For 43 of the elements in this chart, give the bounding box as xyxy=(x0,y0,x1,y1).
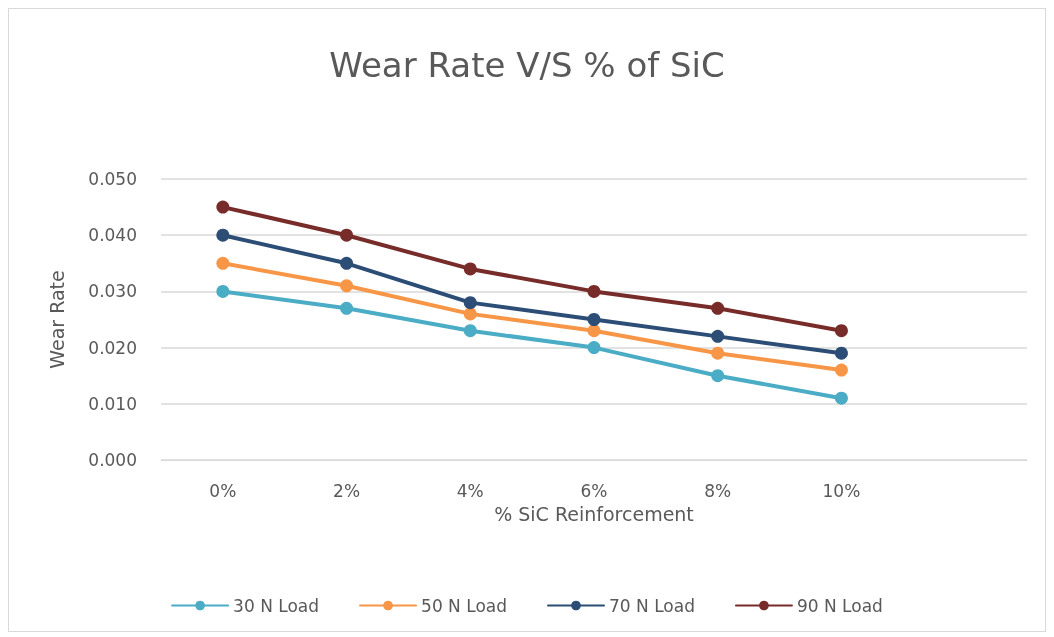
point xyxy=(216,228,230,242)
legend-label: 50 N Load xyxy=(421,595,508,616)
point xyxy=(340,228,354,242)
point xyxy=(463,324,477,338)
point xyxy=(587,341,601,355)
x-tick-label: 6% xyxy=(580,480,608,501)
point xyxy=(834,363,848,377)
point xyxy=(216,284,230,298)
x-axis-title: % SiC Reinforcement xyxy=(494,502,694,525)
point xyxy=(711,369,725,383)
point xyxy=(463,307,477,321)
point xyxy=(834,324,848,338)
point xyxy=(711,346,725,360)
point xyxy=(834,391,848,405)
y-tick-label: 0.020 xyxy=(88,337,137,358)
point xyxy=(587,313,601,326)
point xyxy=(834,346,848,360)
y-tick-label: 0.010 xyxy=(88,393,137,414)
chart-title: Wear Rate V/S % of SiC xyxy=(329,45,725,85)
point xyxy=(711,329,725,343)
y-tick-label: 0.050 xyxy=(88,169,137,189)
point xyxy=(463,296,477,310)
point xyxy=(340,279,354,293)
point xyxy=(340,301,354,315)
x-tick-label: 8% xyxy=(704,480,732,501)
point xyxy=(463,262,477,276)
point xyxy=(216,256,230,270)
point xyxy=(587,324,601,338)
legend-label: 70 N Load xyxy=(609,595,695,616)
legend-label: 90 N Load xyxy=(796,595,883,616)
x-tick-label: 10% xyxy=(822,480,861,501)
y-tick-label: 0.030 xyxy=(88,281,137,302)
x-tick-label: 0% xyxy=(209,480,237,501)
point xyxy=(340,256,354,270)
y-axis-title: Wear Rate xyxy=(45,270,68,369)
y-tick-label: 0.000 xyxy=(88,450,137,470)
point xyxy=(711,301,725,315)
x-tick-label: 2% xyxy=(333,480,361,501)
legend-label: 30 N Load xyxy=(233,595,320,616)
point xyxy=(587,284,601,298)
point xyxy=(216,200,230,214)
y-tick-label: 0.040 xyxy=(88,225,137,246)
x-tick-label: 4% xyxy=(456,480,484,501)
